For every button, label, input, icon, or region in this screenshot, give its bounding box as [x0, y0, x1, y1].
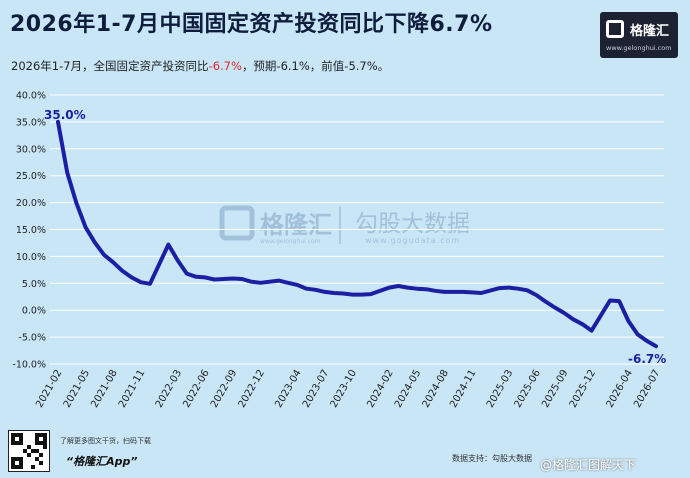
- qr-module: [39, 433, 43, 437]
- grid: [50, 94, 664, 365]
- y-tick-label: 30.0%: [16, 144, 46, 155]
- qr-module: [15, 433, 19, 437]
- qr-module: [27, 453, 31, 457]
- qr-module: [43, 441, 47, 445]
- x-tick-label: 2022-03: [154, 368, 184, 410]
- qr-module: [35, 433, 39, 437]
- y-tick-label: -5.0%: [18, 333, 46, 344]
- qr-module: [15, 457, 19, 461]
- x-tick-label: 2026-07: [632, 368, 662, 410]
- g-logo-icon: [606, 20, 624, 38]
- x-tick-label: 2023-07: [301, 368, 331, 410]
- qr-module: [11, 437, 15, 441]
- x-tick-label: 2024-05: [393, 368, 423, 410]
- x-tick-label: 2025-06: [513, 368, 543, 410]
- y-tick-label: 40.0%: [16, 91, 46, 102]
- qr-module: [39, 441, 43, 445]
- x-tick-label: 2023-04: [273, 368, 303, 410]
- qr-module: [27, 445, 31, 449]
- y-tick-label: 25.0%: [16, 171, 46, 182]
- x-tick-label: 2025-03: [485, 368, 515, 410]
- data-label: 35.0%: [44, 108, 86, 122]
- series-line: [56, 119, 658, 349]
- y-axis: -10.0% -5.0% 0.0% 5.0% 10.0% 15.0% 20.0% 25.0% 3…: [12, 91, 46, 371]
- qr-module: [31, 465, 35, 469]
- x-tick-label: 2021-05: [62, 368, 92, 410]
- y-tick-label: 20.0%: [16, 198, 46, 209]
- qr-module: [39, 461, 43, 465]
- qr-module: [19, 433, 23, 437]
- page-title: 2026年1-7月中国固定资产投资同比下降6.7%: [10, 12, 493, 37]
- qr-module: [35, 449, 39, 453]
- y-tick-label: 0.0%: [22, 306, 46, 317]
- data-label: -6.7%: [628, 352, 666, 366]
- weibo-handle: @格隆汇图解天下: [540, 458, 637, 472]
- qr-module: [19, 457, 23, 461]
- watermark-brand-url: www.gelonghui.com: [260, 238, 321, 245]
- data-source: 数据支持：勾股大数据: [452, 454, 532, 463]
- qr-module: [11, 465, 15, 469]
- x-tick-label: 2021-08: [89, 368, 119, 410]
- x-tick-label: 2021-11: [117, 368, 147, 410]
- logo-url: www.gelonghui.com: [606, 44, 672, 52]
- watermark: 格隆汇 www.gelonghui.com 勾股大数据 www.gogudata…: [219, 205, 470, 245]
- gelonghui-logo: 格隆汇 www.gelonghui.com: [600, 12, 678, 58]
- x-tick-label: 2024-11: [448, 368, 478, 410]
- y-tick-label: 35.0%: [16, 117, 46, 128]
- x-tick-label: 2022-09: [209, 368, 239, 410]
- x-tick-label: 2023-10: [329, 368, 359, 410]
- watermark-brand: 格隆汇: [260, 211, 332, 239]
- watermark-partner-url: www.gogudata.com: [365, 236, 460, 245]
- watermark-partner: 勾股大数据: [355, 211, 470, 237]
- subtitle-value: -6.7%: [208, 59, 242, 73]
- x-tick-label: 2026-04: [605, 368, 635, 410]
- annotations: 35.0% -6.7%: [44, 108, 666, 366]
- x-tick-label: 2021-02: [34, 368, 64, 410]
- qr-module: [11, 433, 15, 437]
- qr-module: [15, 465, 19, 469]
- footer-note: 了解更多图文干货，扫码下载: [60, 437, 151, 445]
- watermark-logo-icon: [219, 205, 255, 241]
- qr-module: [43, 433, 47, 437]
- qr-module: [23, 449, 27, 453]
- footer-app: “格隆汇App”: [66, 455, 138, 468]
- qr-module: [11, 441, 15, 445]
- y-tick-label: 15.0%: [16, 225, 46, 236]
- qr-module: [15, 441, 19, 445]
- qr-module: [35, 441, 39, 445]
- qr-module: [35, 457, 39, 461]
- qr-module: [11, 457, 15, 461]
- qr-module: [19, 465, 23, 469]
- x-tick-label: 2022-06: [181, 368, 211, 410]
- qr-module: [43, 445, 47, 449]
- y-tick-label: -10.0%: [12, 360, 46, 371]
- x-tick-label: 2025-09: [540, 368, 570, 410]
- logo-name: 格隆汇: [630, 24, 670, 39]
- x-tick-label: 2024-02: [365, 368, 395, 410]
- qr-module: [19, 437, 23, 441]
- qr-module: [43, 437, 47, 441]
- y-tick-label: 5.0%: [22, 279, 46, 290]
- subtitle: 2026年1-7月，全国固定资产投资同比-6.7%，预期-6.1%，前值-5.7…: [11, 58, 389, 74]
- x-tick-label: 2024-08: [421, 368, 451, 410]
- qr-code: [8, 430, 50, 472]
- qr-module: [19, 461, 23, 465]
- qr-module: [39, 453, 43, 457]
- qr-module: [35, 437, 39, 441]
- subtitle-text-tail: ，预期-6.1%，前值-5.7%。: [241, 59, 390, 73]
- subtitle-text: 2026年1-7月，全国固定资产投资同比: [11, 59, 209, 73]
- qr-module: [11, 461, 15, 465]
- x-tick-label: 2025-12: [568, 368, 598, 410]
- qr-module: [31, 449, 35, 453]
- y-tick-label: 10.0%: [16, 252, 46, 263]
- qr-module: [19, 441, 23, 445]
- x-tick-label: 2022-12: [237, 368, 267, 410]
